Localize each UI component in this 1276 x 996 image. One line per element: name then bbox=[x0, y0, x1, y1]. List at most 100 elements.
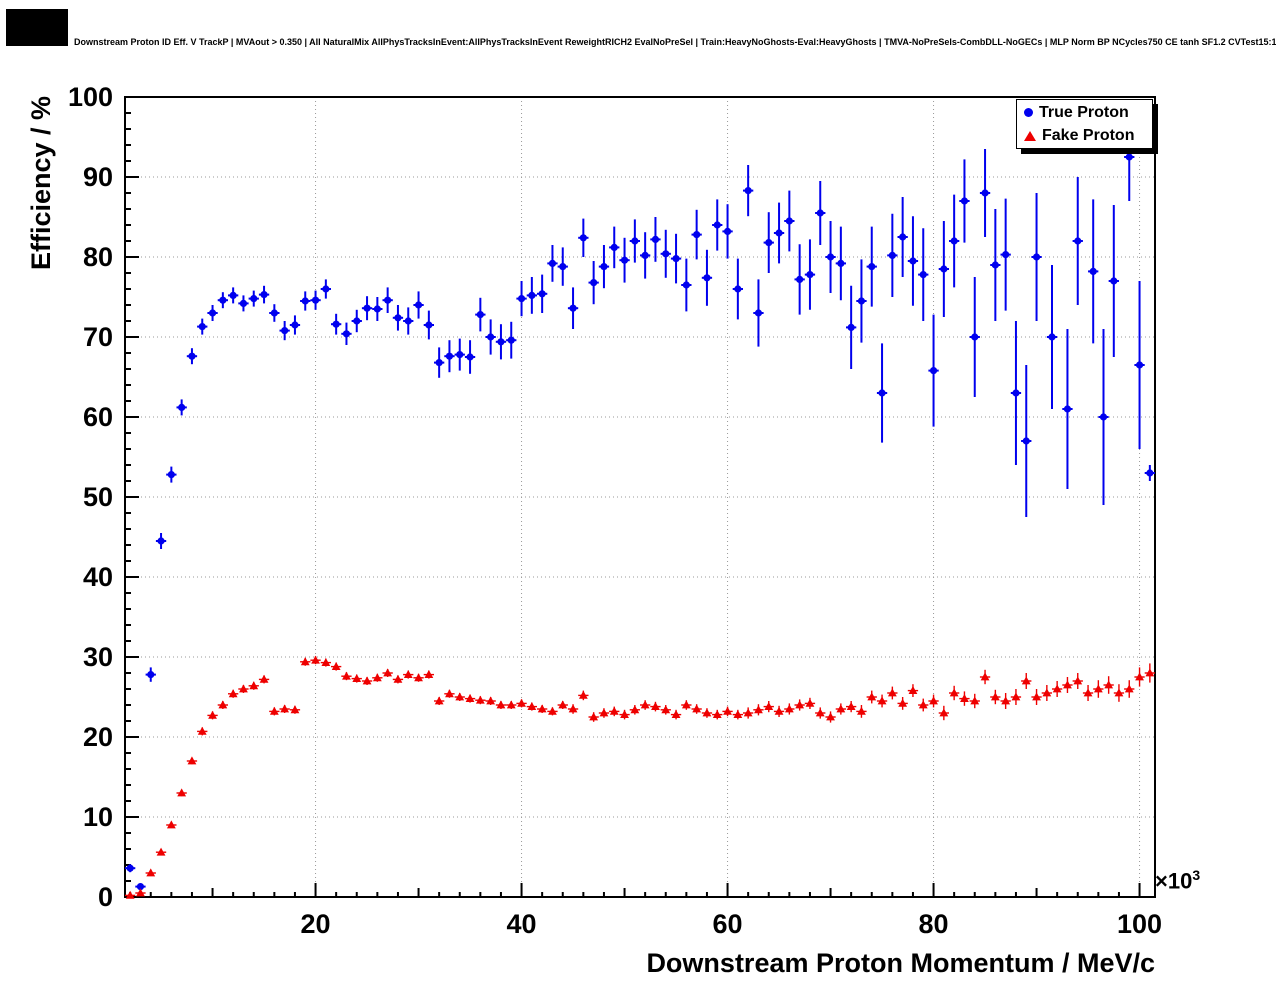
data-point-circle bbox=[167, 471, 175, 479]
data-point-triangle bbox=[743, 708, 753, 717]
data-point-triangle bbox=[383, 668, 393, 677]
data-point-triangle bbox=[692, 704, 702, 713]
data-point-circle bbox=[1089, 267, 1097, 275]
data-point-circle bbox=[744, 187, 752, 195]
data-point-circle bbox=[445, 352, 454, 360]
data-point-circle bbox=[899, 233, 907, 241]
data-point-circle bbox=[1032, 253, 1041, 261]
data-point-circle bbox=[662, 250, 670, 258]
plot-title: Downstream Proton ID Eff. V TrackP | MVA… bbox=[74, 37, 1276, 47]
data-point-circle bbox=[353, 317, 361, 325]
data-point-circle bbox=[507, 336, 515, 344]
legend-label-fake-proton: Fake Proton bbox=[1042, 126, 1135, 144]
y-tick-label: 50 bbox=[83, 482, 113, 512]
data-point-circle bbox=[466, 353, 474, 361]
plot-frame bbox=[124, 96, 1156, 898]
data-point-circle bbox=[208, 309, 217, 317]
data-point-circle bbox=[147, 671, 155, 679]
data-point-triangle bbox=[1021, 676, 1031, 685]
data-point-triangle bbox=[156, 847, 166, 856]
data-point-triangle bbox=[826, 712, 835, 721]
data-point-triangle bbox=[960, 694, 969, 702]
data-point-circle bbox=[538, 290, 546, 298]
data-point-triangle bbox=[1073, 676, 1083, 685]
blue-circle-marker bbox=[1024, 108, 1033, 117]
data-point-circle bbox=[631, 237, 639, 245]
data-point-triangle bbox=[1124, 684, 1134, 693]
y-tick-label: 70 bbox=[83, 322, 113, 352]
data-point-circle bbox=[826, 253, 835, 261]
y-axis-title: Efficiency / % bbox=[26, 95, 56, 270]
x-axis-title: Downstream Proton Momentum / MeV/c bbox=[646, 948, 1155, 978]
data-point-triangle bbox=[558, 700, 568, 709]
x-tick-label: 20 bbox=[301, 909, 331, 939]
data-point-triangle bbox=[311, 655, 320, 664]
x-tick-label: 80 bbox=[919, 909, 949, 939]
y-tick-label: 100 bbox=[68, 82, 113, 112]
data-point-circle bbox=[476, 311, 484, 319]
data-point-circle bbox=[126, 864, 134, 872]
data-point-triangle bbox=[300, 657, 310, 666]
data-point-circle bbox=[281, 327, 289, 335]
data-point-triangle bbox=[568, 704, 578, 713]
data-point-triangle bbox=[661, 705, 671, 714]
data-point-triangle bbox=[733, 710, 743, 718]
x-tick-label: 60 bbox=[713, 909, 743, 939]
data-point-circle bbox=[1012, 389, 1020, 397]
data-point-circle bbox=[559, 263, 567, 271]
data-point-triangle bbox=[681, 700, 691, 709]
x-tick-label: 100 bbox=[1117, 909, 1162, 939]
data-point-circle bbox=[672, 255, 680, 263]
data-point-triangle bbox=[218, 700, 228, 709]
data-point-circle bbox=[940, 265, 948, 273]
data-point-circle bbox=[765, 239, 773, 247]
data-point-triangle bbox=[280, 704, 290, 713]
data-point-circle bbox=[497, 338, 505, 346]
data-point-circle bbox=[404, 317, 412, 325]
data-point-triangle bbox=[465, 694, 475, 702]
data-point-circle bbox=[239, 299, 248, 307]
data-point-triangle bbox=[352, 674, 362, 682]
data-point-triangle bbox=[1083, 688, 1093, 697]
data-point-circle bbox=[971, 333, 979, 341]
data-point-triangle bbox=[918, 700, 928, 709]
data-point-circle bbox=[517, 295, 526, 303]
data-point-circle bbox=[1022, 437, 1030, 445]
x-power-exp: 3 bbox=[1192, 867, 1201, 883]
data-point-circle bbox=[1099, 413, 1108, 421]
data-point-triangle bbox=[836, 704, 846, 713]
data-point-triangle bbox=[166, 820, 176, 829]
data-point-circle bbox=[620, 256, 629, 264]
data-point-triangle bbox=[712, 710, 722, 718]
data-point-triangle bbox=[125, 890, 135, 899]
data-point-triangle bbox=[1032, 692, 1041, 701]
data-point-triangle bbox=[321, 658, 331, 666]
data-point-triangle bbox=[857, 706, 866, 715]
data-point-circle bbox=[1125, 153, 1133, 161]
data-point-triangle bbox=[496, 700, 506, 709]
data-point-triangle bbox=[414, 673, 423, 682]
data-point-circle bbox=[816, 209, 824, 217]
x-tick-label: 40 bbox=[507, 909, 537, 939]
data-point-circle bbox=[311, 296, 320, 304]
data-point-triangle bbox=[609, 706, 619, 715]
data-point-circle bbox=[250, 295, 258, 303]
data-point-triangle bbox=[506, 700, 516, 709]
data-point-circle bbox=[868, 263, 876, 271]
data-point-circle bbox=[960, 197, 969, 205]
data-point-circle bbox=[909, 257, 917, 265]
data-point-triangle bbox=[877, 696, 887, 705]
y-tick-label: 90 bbox=[83, 162, 113, 192]
data-point-circle bbox=[198, 323, 206, 331]
data-point-triangle bbox=[1114, 688, 1124, 697]
data-point-circle bbox=[487, 333, 495, 341]
data-point-circle bbox=[136, 883, 145, 891]
data-point-circle bbox=[425, 321, 433, 329]
data-point-triangle bbox=[331, 662, 341, 670]
legend-entry-true-proton: True Proton bbox=[1017, 101, 1152, 124]
data-point-circle bbox=[157, 537, 165, 545]
x-axis-exponent: ×103 bbox=[1155, 867, 1200, 894]
data-point-circle bbox=[528, 291, 536, 299]
